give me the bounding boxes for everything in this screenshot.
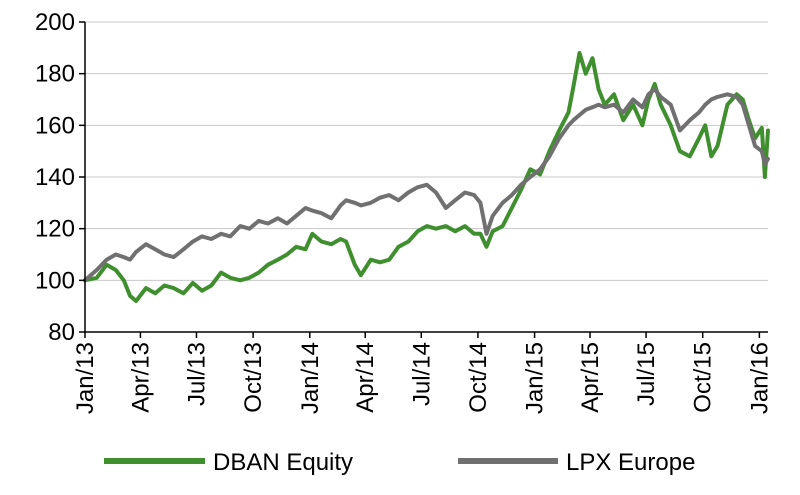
y-tick-label-120: 120	[35, 216, 75, 243]
y-tick-label-140: 140	[35, 164, 75, 191]
x-tick-label-apr-13: Apr/13	[127, 342, 154, 413]
x-tick-label-jan-16: Jan/16	[746, 342, 773, 414]
x-tick-label-jul-13: Jul/13	[183, 342, 210, 406]
legend-label-lpx-europe: LPX Europe	[566, 449, 695, 476]
x-tick-label-oct-14: Oct/14	[465, 342, 492, 413]
legend-label-dban-equity: DBAN Equity	[213, 449, 353, 476]
x-tick-label-oct-13: Oct/13	[240, 342, 267, 413]
x-tick-labels: Jan/13 Apr/13 Jul/13 Oct/13 Jan/14 Apr/14 Jul/…	[72, 332, 773, 414]
legend: DBAN Equity LPX Europe	[104, 449, 695, 476]
y-tick-label-100: 100	[35, 267, 75, 294]
y-tick-label-160: 160	[35, 112, 75, 139]
y-tick-label-180: 180	[35, 61, 75, 88]
x-tick-label-apr-15: Apr/15	[577, 342, 604, 413]
x-tick-label-jan-15: Jan/15	[522, 342, 549, 414]
y-tick-label-200: 200	[35, 9, 75, 36]
x-tick-label-jan-14: Jan/14	[297, 342, 324, 414]
x-tick-label-oct-15: Oct/15	[690, 342, 717, 413]
series-lines	[83, 51, 770, 303]
y-tick-labels: 80 100 120 140 160 180 200	[35, 9, 85, 346]
series-line-dban-equity	[83, 51, 770, 303]
x-tick-label-apr-14: Apr/14	[352, 342, 379, 413]
gridlines	[85, 21, 768, 281]
y-tick-label-80: 80	[48, 319, 75, 346]
series-line-lpx-europe	[83, 87, 770, 283]
x-tick-label-jul-15: Jul/15	[633, 342, 660, 406]
x-tick-label-jul-14: Jul/14	[408, 342, 435, 406]
x-tick-label-jan-13: Jan/13	[72, 342, 99, 414]
